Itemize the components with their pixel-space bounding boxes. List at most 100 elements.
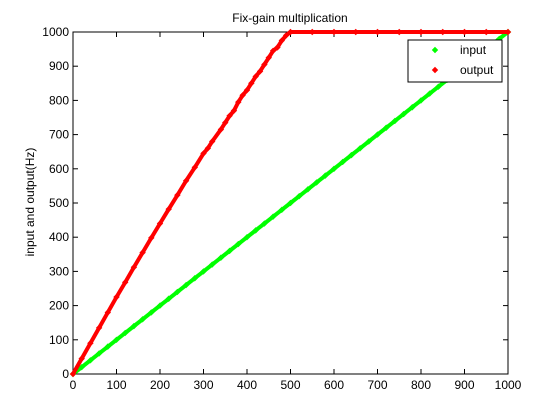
x-tick-label: 0 xyxy=(70,378,77,392)
output-point xyxy=(191,164,199,171)
series-output xyxy=(69,28,512,378)
x-tick-label: 800 xyxy=(411,378,431,392)
output-point xyxy=(174,191,181,199)
output-point xyxy=(235,98,242,106)
y-tick-label: 700 xyxy=(49,128,69,142)
output-point xyxy=(121,279,129,286)
input-point xyxy=(313,179,320,186)
input-point xyxy=(339,158,346,166)
input-point xyxy=(304,186,312,193)
x-tick-label: 200 xyxy=(150,378,170,392)
output-point xyxy=(417,28,425,36)
output-point xyxy=(156,220,164,227)
output-point xyxy=(483,28,490,36)
x-tick-label: 900 xyxy=(454,378,474,392)
input-point xyxy=(165,295,172,302)
output-point xyxy=(239,92,246,99)
output-point xyxy=(208,138,216,145)
legend-label-output: output xyxy=(460,63,494,77)
output-point xyxy=(282,32,290,39)
input-point xyxy=(417,97,425,104)
output-point xyxy=(265,54,272,61)
output-point xyxy=(104,309,112,316)
output-point xyxy=(69,370,77,378)
output-point xyxy=(309,28,316,36)
input-point xyxy=(278,206,286,214)
input-point xyxy=(426,90,433,97)
input-point xyxy=(148,309,155,316)
legend: input output xyxy=(407,39,503,83)
input-point xyxy=(382,124,390,131)
output-point xyxy=(352,28,359,36)
input-point xyxy=(217,254,225,261)
output-point xyxy=(243,86,251,94)
legend-box xyxy=(407,39,503,83)
input-point xyxy=(226,247,233,255)
input-point xyxy=(261,220,268,227)
output-point xyxy=(230,107,238,114)
input-point xyxy=(182,281,190,289)
y-tick-label: 0 xyxy=(62,367,69,381)
output-point xyxy=(200,150,207,157)
input-point xyxy=(156,302,164,309)
output-point xyxy=(182,177,190,184)
y-tick-label: 300 xyxy=(49,264,69,278)
output-point xyxy=(217,126,225,133)
input-point xyxy=(87,357,94,364)
input-point xyxy=(104,343,112,350)
input-point xyxy=(269,213,277,220)
ticks-layer: 0 100 200 300 400 500 600 700 800 900 1000 0 100 200 3… xyxy=(42,25,521,392)
input-point xyxy=(95,350,103,357)
series-layer xyxy=(69,28,512,378)
x-tick-label: 500 xyxy=(280,378,300,392)
output-point xyxy=(274,44,281,51)
input-point xyxy=(235,240,242,248)
output-point xyxy=(269,47,277,55)
output-point xyxy=(148,234,155,242)
output-point xyxy=(222,119,229,126)
input-point xyxy=(435,83,442,90)
output-point xyxy=(113,293,120,301)
y-tick-label: 500 xyxy=(49,196,69,210)
output-point xyxy=(204,145,212,152)
output-point xyxy=(256,68,264,75)
output-point xyxy=(130,264,138,271)
x-tick-label: 100 xyxy=(106,378,126,392)
input-point xyxy=(191,275,199,282)
y-tick-label: 200 xyxy=(49,299,69,313)
x-tick-label: 700 xyxy=(367,378,387,392)
input-point xyxy=(374,131,381,138)
input-point xyxy=(139,316,146,323)
y-axis-label: input and output(Hz) xyxy=(23,148,37,257)
output-point xyxy=(461,28,468,36)
output-point xyxy=(287,28,294,36)
input-point xyxy=(200,268,207,275)
legend-marker-output xyxy=(431,66,439,74)
input-point xyxy=(113,336,120,344)
output-point xyxy=(439,28,446,36)
y-tick-label: 800 xyxy=(49,93,69,107)
x-tick-label: 400 xyxy=(237,378,257,392)
output-point xyxy=(278,37,286,44)
input-point xyxy=(400,110,407,118)
output-point xyxy=(330,28,338,36)
legend-items: input output xyxy=(431,43,494,77)
y-tick-label: 100 xyxy=(49,333,69,347)
output-point xyxy=(226,112,233,119)
y-tick-label: 1000 xyxy=(42,25,69,39)
y-tick-label: 600 xyxy=(49,162,69,176)
input-point xyxy=(243,233,251,241)
output-point xyxy=(374,28,381,36)
y-tick-label: 900 xyxy=(49,59,69,73)
x-tick-label: 1000 xyxy=(495,378,522,392)
input-point xyxy=(409,104,416,111)
input-point xyxy=(356,145,364,152)
input-point xyxy=(130,322,138,330)
output-point xyxy=(87,340,94,347)
input-point xyxy=(295,192,303,200)
chart-title: Fix-gain multiplication xyxy=(232,11,347,25)
legend-marker-input xyxy=(431,46,439,54)
input-point xyxy=(252,227,259,234)
output-point xyxy=(261,61,268,68)
